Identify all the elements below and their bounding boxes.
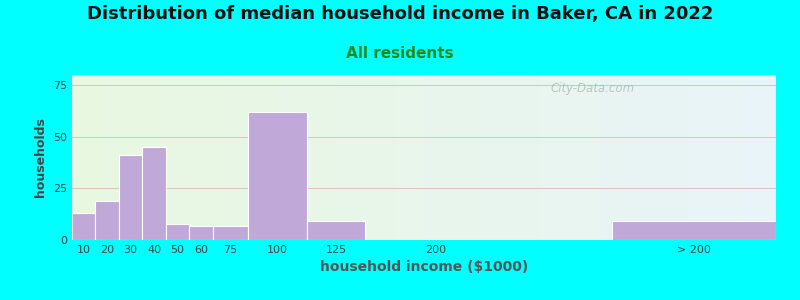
Text: Distribution of median household income in Baker, CA in 2022: Distribution of median household income …	[87, 4, 713, 22]
Bar	[166, 224, 190, 240]
Bar	[95, 201, 119, 240]
Bar	[612, 221, 776, 240]
Bar	[72, 213, 95, 240]
X-axis label: household income ($1000): household income ($1000)	[320, 260, 528, 274]
Bar	[119, 155, 142, 240]
Bar	[306, 221, 366, 240]
Text: All residents: All residents	[346, 46, 454, 62]
Bar	[190, 226, 213, 240]
Bar	[142, 147, 166, 240]
Bar	[213, 226, 248, 240]
Bar	[248, 112, 306, 240]
Y-axis label: households: households	[34, 118, 47, 197]
Text: City-Data.com: City-Data.com	[550, 82, 635, 94]
